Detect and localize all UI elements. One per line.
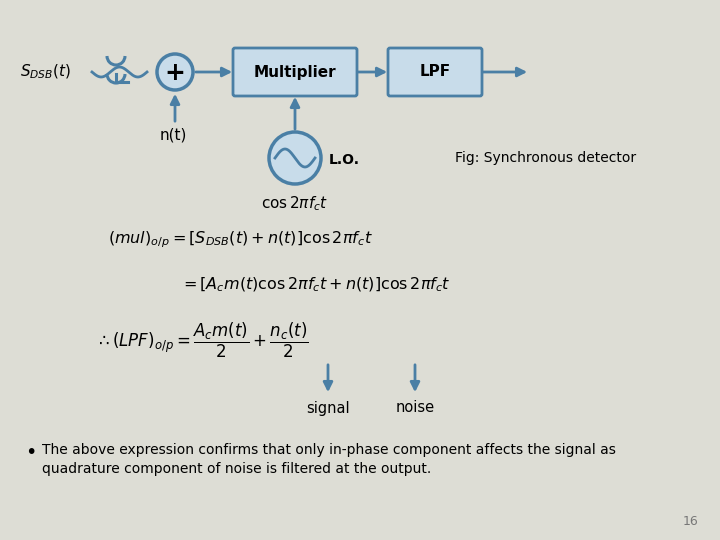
- Text: $S_{DSB}(t)$: $S_{DSB}(t)$: [20, 63, 71, 81]
- Text: $\left(mul\right)_{o/p} = \left[S_{DSB}(t)+n(t)\right]\cos 2\pi f_c t$: $\left(mul\right)_{o/p} = \left[S_{DSB}(…: [108, 230, 373, 251]
- Text: +: +: [165, 61, 186, 85]
- FancyBboxPatch shape: [388, 48, 482, 96]
- Text: $= \left[A_c m(t)\cos 2\pi f_c t + n(t)\right]\cos 2\pi f_c t$: $= \left[A_c m(t)\cos 2\pi f_c t + n(t)\…: [180, 276, 451, 294]
- Text: Multiplier: Multiplier: [253, 64, 336, 79]
- Text: L.O.: L.O.: [329, 153, 360, 167]
- Text: 16: 16: [683, 515, 698, 528]
- Text: $\cos 2\pi f_c t$: $\cos 2\pi f_c t$: [261, 194, 328, 213]
- Text: quadrature component of noise is filtered at the output.: quadrature component of noise is filtere…: [42, 462, 431, 476]
- Circle shape: [269, 132, 321, 184]
- Text: signal: signal: [306, 401, 350, 415]
- Text: n(t): n(t): [159, 127, 186, 142]
- FancyBboxPatch shape: [233, 48, 357, 96]
- Text: LPF: LPF: [420, 64, 451, 79]
- Text: Fig: Synchronous detector: Fig: Synchronous detector: [455, 151, 636, 165]
- Text: The above expression confirms that only in-phase component affects the signal as: The above expression confirms that only …: [42, 443, 616, 457]
- Circle shape: [157, 54, 193, 90]
- Text: •: •: [25, 443, 37, 462]
- Text: noise: noise: [395, 401, 435, 415]
- Text: $\therefore \left(LPF\right)_{o/p} = \dfrac{A_c m(t)}{2} + \dfrac{n_c(t)}{2}$: $\therefore \left(LPF\right)_{o/p} = \df…: [95, 320, 309, 360]
